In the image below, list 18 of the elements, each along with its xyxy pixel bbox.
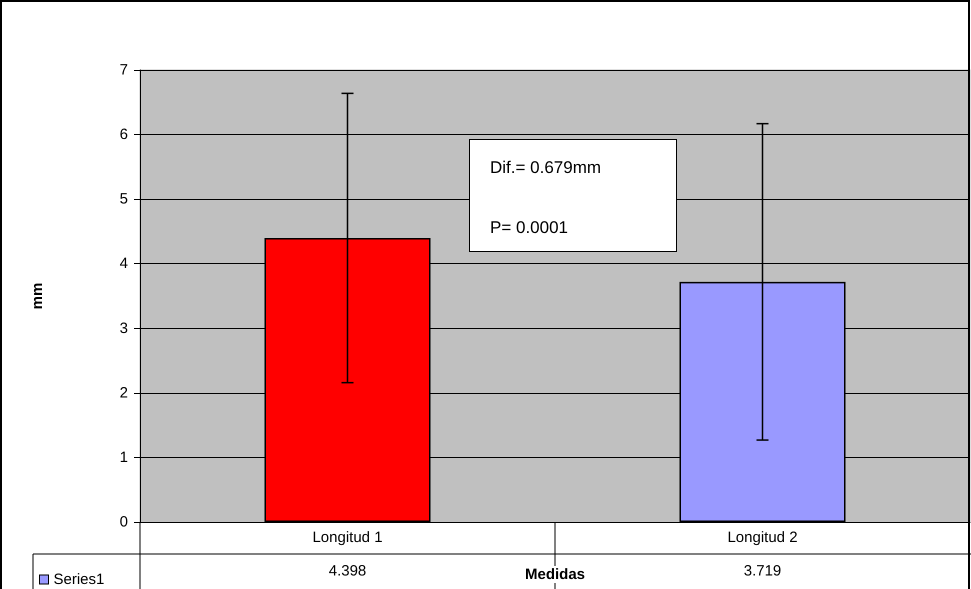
data-label: 3.719 [744,562,782,580]
y-tick-label: 7 [120,62,128,78]
y-tick-label: 1 [120,448,128,466]
text-box: Dif.= 0.679mm P= 0.0001 [469,139,677,252]
y-tick-label: 6 [120,126,128,144]
y-tick-label: 0 [120,514,128,530]
y-tick-label: 5 [120,190,128,208]
x-axis-title: Medidas [524,566,586,583]
legend-label: Series1 [54,571,104,588]
y-tick-label: 4 [120,255,128,272]
annotation: Dif.= 0.679mm [490,158,602,178]
data-label: 4.398 [328,562,366,580]
x-tick-label: Longitud 2 [727,529,798,546]
annotation: P= 0.0001 [490,218,568,238]
x-tick-label: Longitud 1 [312,529,383,546]
y-tick-label: 2 [120,384,128,402]
y-tick-label: 3 [120,320,128,337]
y-axis-title: mm [29,282,46,310]
